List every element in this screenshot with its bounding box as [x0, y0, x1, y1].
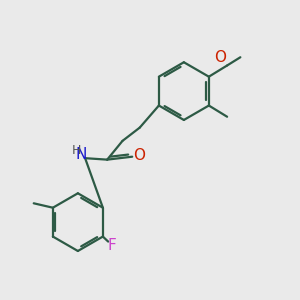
Text: N: N [76, 147, 87, 162]
Text: F: F [108, 238, 117, 253]
Text: H: H [72, 144, 81, 157]
Text: O: O [133, 148, 145, 163]
Text: O: O [214, 50, 226, 64]
